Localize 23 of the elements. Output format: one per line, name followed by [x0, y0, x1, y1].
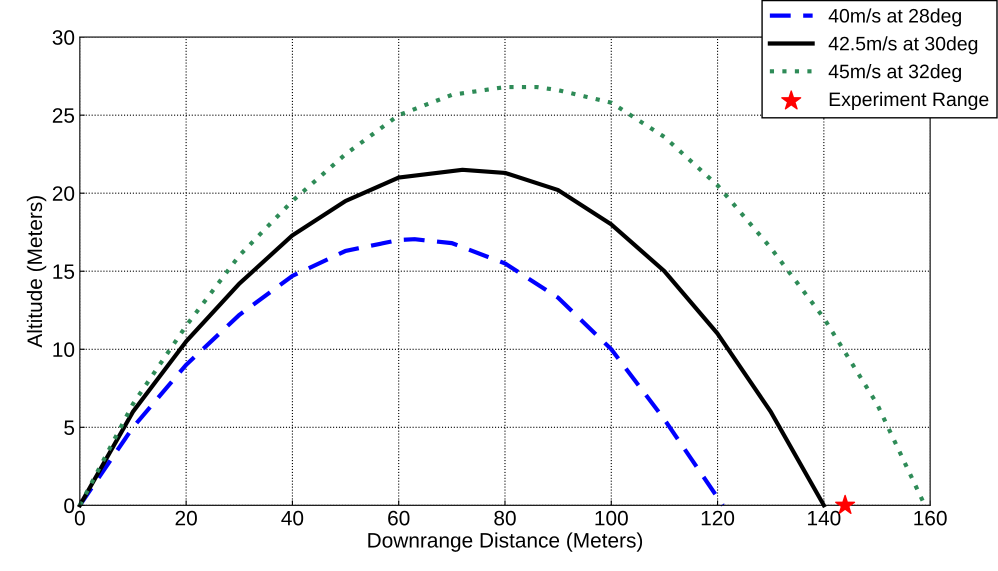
legend-label: Experiment Range [830, 92, 988, 110]
x-tick-label: 100 [595, 510, 628, 526]
legend-label: 45m/s at 32deg [828, 64, 961, 82]
y-tick-label: 0 [64, 498, 74, 514]
y-tick-label: 10 [53, 342, 74, 358]
x-tick-label: 140 [808, 510, 840, 526]
x-tick-label: 0 [74, 510, 85, 526]
y-tick-label: 15 [53, 264, 74, 279]
x-tick-label: 120 [702, 510, 734, 526]
x-tick-label: 60 [388, 510, 410, 526]
x-tick-label: 80 [494, 510, 516, 526]
x-tick-label: 160 [914, 510, 947, 526]
x-axis-title: Downrange Distance (Meters) [368, 532, 642, 552]
line-series [78, 84, 927, 508]
legend-label: 40m/s at 28deg [828, 8, 961, 26]
y-tick-label: 30 [52, 30, 74, 45]
y-axis-title: Altitude (Meters) [26, 196, 46, 348]
y-tick-label: 20 [52, 186, 74, 201]
y-tick-label: 25 [52, 108, 74, 123]
x-tick-label: 40 [281, 510, 304, 526]
legend-label: 42.5m/s at 30deg [828, 36, 978, 54]
y-tick-label: 5 [64, 420, 74, 436]
x-tick-label: 20 [176, 510, 197, 526]
